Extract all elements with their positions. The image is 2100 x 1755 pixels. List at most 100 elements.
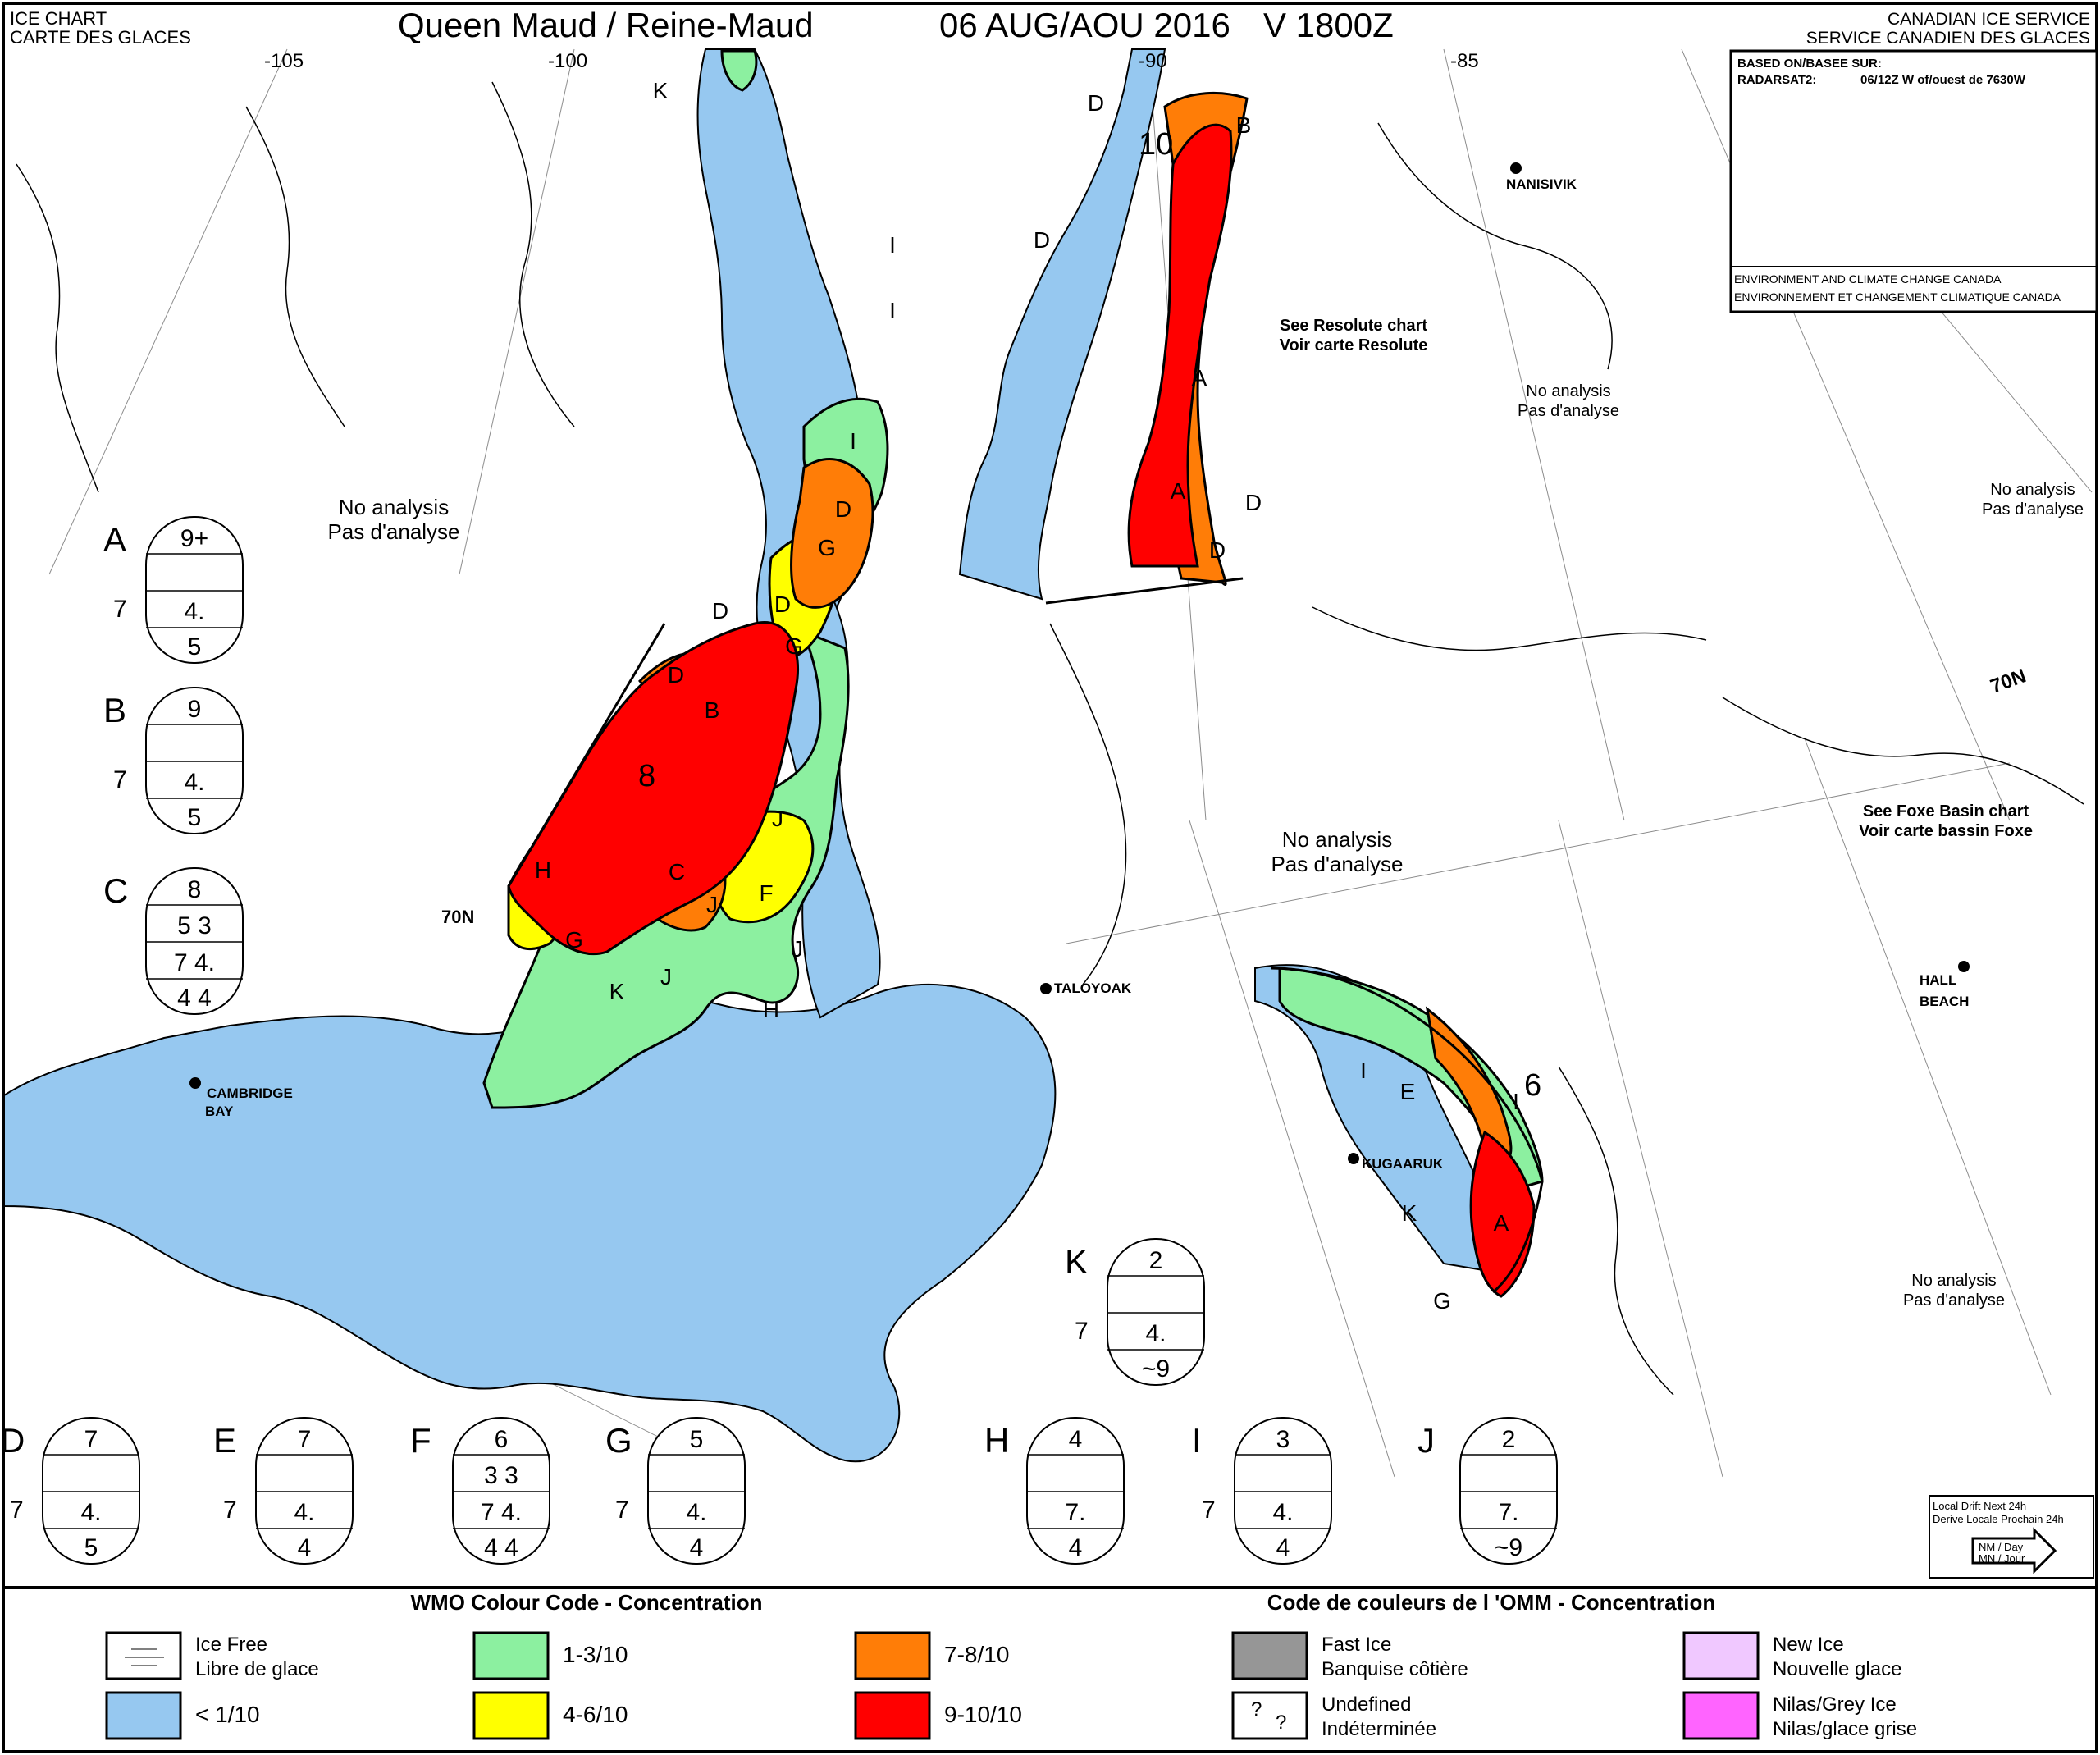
- red-m-clintock: [507, 621, 800, 956]
- egg-total: 8: [188, 876, 202, 903]
- egg-stage: 4.: [1145, 1320, 1166, 1347]
- egg-stage-left: 7: [1075, 1318, 1089, 1345]
- chart-label-en: ICE CHART: [10, 8, 107, 29]
- egg-stage-left: 7: [113, 596, 127, 623]
- egg-stage: 4.: [184, 598, 204, 625]
- coastlines: [16, 81, 2084, 1396]
- region-letter: J: [792, 936, 803, 962]
- legend-label: 7-8/10: [944, 1642, 1009, 1667]
- region-letter: G: [818, 535, 836, 560]
- red-east-strip: [1127, 123, 1233, 568]
- legend-label: Nilas/glace grise: [1773, 1718, 1917, 1740]
- egg-stage: 7.: [1498, 1499, 1518, 1526]
- egg-code: H 4 7. 4: [984, 1417, 1125, 1565]
- legend-title-fr: Code de couleurs de l 'OMM - Concentrati…: [1267, 1590, 1715, 1615]
- egg-letter: E: [213, 1421, 236, 1460]
- egg-stage: 7 4.: [481, 1499, 522, 1526]
- chart-date: 06 AUG/AOU 2016: [939, 6, 1230, 44]
- egg-code: F 6 3 3 7 4. 4 4: [410, 1417, 550, 1565]
- longitude-labels: -105 -100 -90 -85: [264, 50, 1479, 72]
- region-letter: E: [1400, 1079, 1416, 1104]
- region-letter: D: [1209, 537, 1226, 563]
- egg-total: 2: [1149, 1247, 1163, 1274]
- drift-line2: Derive Locale Prochain 24h: [1933, 1513, 2064, 1525]
- egg-letter: B: [103, 691, 126, 729]
- drift-line1: Local Drift Next 24h: [1933, 1500, 2026, 1512]
- service-en: CANADIAN ICE SERVICE: [1888, 10, 2090, 29]
- no-analysis-fr: Pas d'analyse: [1518, 402, 1619, 420]
- egg-code: I 3 7 4. 4: [1192, 1417, 1332, 1565]
- egg-floe: 5: [188, 633, 202, 660]
- question-icon: ?: [1276, 1712, 1286, 1734]
- egg-letter: C: [103, 871, 128, 910]
- egg-stage: 7.: [1065, 1499, 1085, 1526]
- based-on-label: BASED ON/BASEE SUR:: [1737, 57, 1882, 71]
- region-letter: K: [1402, 1200, 1418, 1226]
- egg-code: D 7 7 4. 5: [0, 1417, 140, 1565]
- region-letter: B: [705, 697, 720, 723]
- region-letter: G: [565, 927, 583, 953]
- egg-floe: 4: [298, 1534, 312, 1561]
- no-analysis-fr: Pas d'analyse: [1271, 852, 1403, 876]
- resolute-fr: Voir carte Resolute: [1280, 336, 1428, 354]
- no-analysis-en: No analysis: [339, 495, 449, 519]
- chart-validity: V 1800Z: [1263, 6, 1394, 44]
- egg-total: 7: [298, 1426, 312, 1453]
- egg-stage: 4.: [686, 1499, 706, 1526]
- agency-fr: ENVIRONNEMENT ET CHANGEMENT CLIMATIQUE C…: [1734, 290, 2061, 304]
- agency-en: ENVIRONMENT AND CLIMATE CHANGE CANADA: [1734, 272, 2002, 286]
- very-close-pack-areas: [507, 123, 1536, 1298]
- no-analysis-fr: Pas d'analyse: [1982, 500, 2084, 519]
- region-letter: G: [785, 633, 803, 659]
- lon-label: -85: [1450, 50, 1479, 72]
- egg-floe: 4: [1069, 1534, 1083, 1561]
- legend-swatch: [105, 1691, 182, 1740]
- region-letter: D: [668, 662, 684, 688]
- egg-partial: 5 3: [177, 912, 212, 939]
- egg-floe: 4 4: [484, 1534, 518, 1561]
- egg-code: C 8 5 3 7 4. 4 4: [103, 867, 244, 1015]
- legend-label: Ice Free: [195, 1634, 267, 1656]
- orange-north-peel: [790, 458, 874, 609]
- region-letter: D: [1034, 227, 1050, 253]
- question-icon: ?: [1251, 1698, 1262, 1721]
- drift-unit-top: NM / Day: [1979, 1541, 2024, 1553]
- graticule: [48, 48, 2093, 1478]
- region-letter: I: [889, 298, 896, 323]
- egg-stage-left: 7: [615, 1497, 629, 1524]
- no-analysis-en: No analysis: [1526, 382, 1610, 400]
- region-letter: A: [1494, 1210, 1509, 1236]
- lon-label: -90: [1139, 50, 1167, 72]
- drift-arrow-icon: [1971, 1527, 2057, 1574]
- egg-total: 3: [1276, 1426, 1290, 1453]
- legend-swatch: [1231, 1691, 1308, 1740]
- egg-total: 7: [84, 1426, 98, 1453]
- legend-item: 4-6/10: [472, 1691, 628, 1740]
- egg-total: 9: [188, 696, 202, 723]
- egg-floe: 5: [188, 804, 202, 831]
- legend-label: Indéterminée: [1322, 1718, 1436, 1740]
- egg-letter: H: [984, 1421, 1009, 1460]
- no-analysis-en: No analysis: [1282, 827, 1392, 852]
- region-letter: F: [759, 880, 773, 906]
- egg-stage-left: 7: [223, 1497, 237, 1524]
- sensor-detail: 06/12Z W of/ouest de 7630W: [1860, 73, 2026, 87]
- region-letter: J: [772, 806, 783, 831]
- source-box: BASED ON/BASEE SUR: RADARSAT2: 06/12Z W …: [1729, 49, 2098, 313]
- region-letter: A: [1192, 365, 1208, 391]
- foxe-fr: Voir carte bassin Foxe: [1859, 822, 2033, 840]
- legend-swatch: [854, 1631, 931, 1680]
- notes: No analysis Pas d'analyse See Resolute c…: [327, 317, 2083, 1309]
- legend-label: Nouvelle glace: [1773, 1658, 1901, 1680]
- egg-codes: A 9+ 7 4. 5 B 9 7 4. 5 C 8 5 3 7 4. 4 4 K 2 7 4. ~9 D 7 7 4. 5 E 7…: [0, 516, 1558, 1565]
- egg-letter: G: [605, 1421, 632, 1460]
- egg-total: 5: [690, 1426, 704, 1453]
- legend-swatch: [1682, 1631, 1760, 1680]
- region-letter: B: [1236, 112, 1252, 138]
- egg-code: J 2 7. ~9: [1418, 1417, 1558, 1565]
- egg-total: 6: [495, 1426, 509, 1453]
- place-taloyoak: TALOYOAK: [1054, 980, 1132, 996]
